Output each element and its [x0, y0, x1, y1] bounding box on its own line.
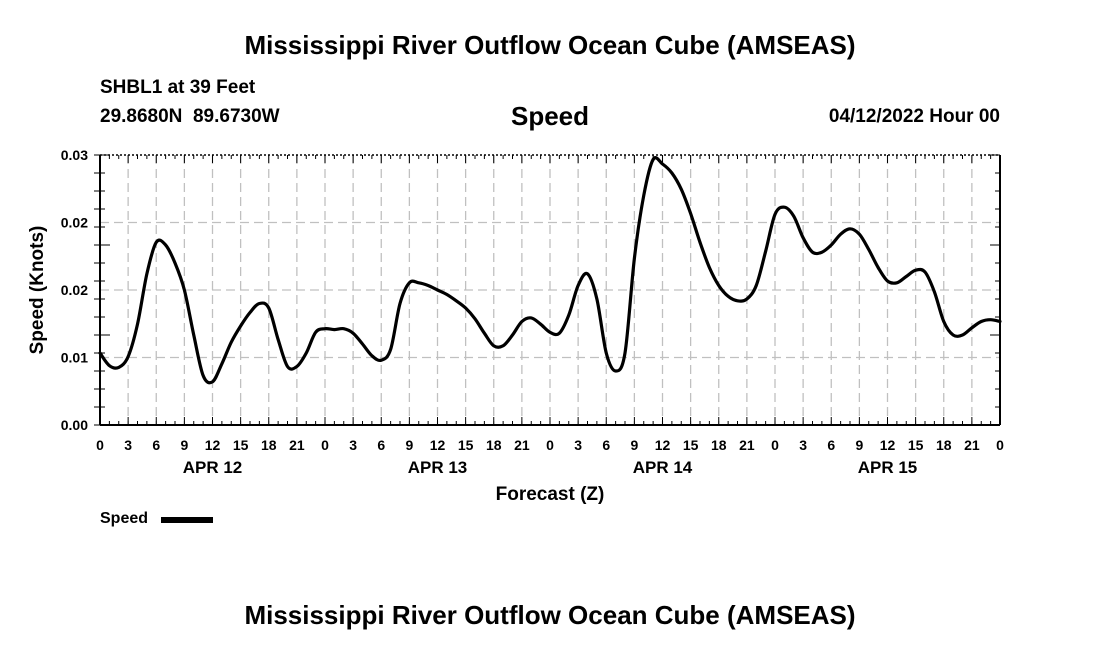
x-tick-label: 6: [602, 437, 610, 453]
legend-label: Speed: [100, 510, 149, 527]
y-tick-label: 0.01: [61, 350, 88, 366]
x-tick-label: 15: [908, 437, 924, 453]
x-tick-label: 15: [458, 437, 474, 453]
x-tick-label: 0: [321, 437, 329, 453]
coordinates-label: 29.8680N 89.6730W: [100, 106, 280, 127]
x-tick-label: 0: [96, 437, 104, 453]
station-label: SHBL1 at 39 Feet: [100, 77, 256, 98]
y-axis-title: Speed (Knots): [27, 226, 48, 355]
x-axis-title: Forecast (Z): [496, 484, 605, 505]
forecast-date: 04/12/2022 Hour 00: [828, 106, 1000, 127]
x-tick-label: 3: [574, 437, 582, 453]
day-label: APR 15: [858, 458, 918, 477]
x-tick-label: 18: [486, 437, 502, 453]
x-tick-label: 18: [711, 437, 727, 453]
x-tick-label: 0: [996, 437, 1004, 453]
speed-series-line: [98, 156, 1002, 385]
x-tick-label: 21: [964, 437, 980, 453]
footer-title: Mississippi River Outflow Ocean Cube (AM…: [244, 600, 856, 630]
x-tick-label: 21: [514, 437, 530, 453]
x-tick-label: 18: [936, 437, 952, 453]
x-tick-label: 12: [205, 437, 221, 453]
y-tick-label: 0.02: [61, 282, 88, 298]
x-tick-label: 6: [152, 437, 160, 453]
x-tick-label: 21: [289, 437, 305, 453]
chart-title: Mississippi River Outflow Ocean Cube (AM…: [244, 30, 856, 60]
x-tick-label: 6: [377, 437, 385, 453]
x-tick-label: 9: [855, 437, 863, 453]
x-tick-label: 3: [124, 437, 132, 453]
day-label: APR 13: [408, 458, 468, 477]
x-tick-label: 9: [405, 437, 413, 453]
y-tick-label: 0.03: [61, 147, 88, 163]
y-tick-label: 0.00: [61, 417, 88, 433]
x-tick-label: 0: [771, 437, 779, 453]
y-tick-label: 0.02: [61, 215, 88, 231]
day-label: APR 14: [633, 458, 693, 477]
x-tick-label: 12: [430, 437, 446, 453]
legend-line-swatch: [161, 517, 213, 523]
day-label: APR 12: [183, 458, 243, 477]
x-tick-label: 12: [655, 437, 671, 453]
x-tick-label: 15: [683, 437, 699, 453]
x-tick-label: 3: [799, 437, 807, 453]
x-tick-label: 9: [180, 437, 188, 453]
x-tick-label: 9: [630, 437, 638, 453]
x-tick-label: 0: [546, 437, 554, 453]
x-tick-label: 6: [827, 437, 835, 453]
x-tick-label: 15: [233, 437, 249, 453]
x-tick-label: 12: [880, 437, 896, 453]
x-tick-label: 3: [349, 437, 357, 453]
x-tick-label: 18: [261, 437, 277, 453]
parameter-title: Speed: [510, 101, 590, 131]
x-tick-label: 21: [739, 437, 755, 453]
